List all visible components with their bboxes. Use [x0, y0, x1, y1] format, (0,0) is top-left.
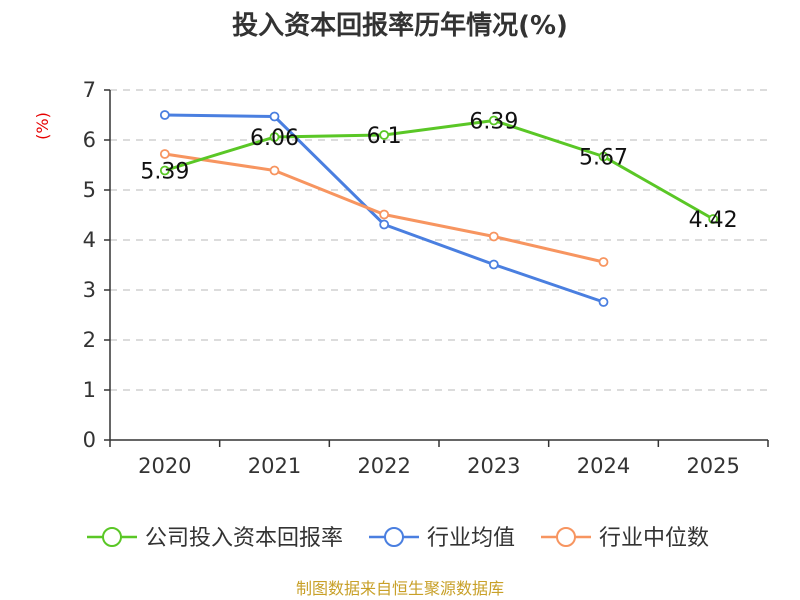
- data-point: [159, 149, 170, 159]
- y-tick-label: 2: [83, 328, 96, 352]
- y-axis-unit: (%): [33, 112, 52, 140]
- y-tick-label: 5: [83, 178, 96, 202]
- x-tick-label: 2024: [577, 454, 630, 478]
- x-tick-label: 2021: [248, 454, 301, 478]
- data-point: [488, 115, 499, 126]
- series-line: [164, 152, 604, 264]
- legend-label: 行业中位数: [599, 526, 709, 551]
- data-point: [269, 111, 280, 122]
- y-tick-label: 6: [83, 128, 96, 152]
- source-note: 制图数据来自恒生聚源数据库: [296, 579, 504, 598]
- data-point: [269, 165, 280, 176]
- data-point: [269, 132, 280, 142]
- data-label: 5.67: [579, 146, 628, 171]
- data-label: 5.39: [140, 160, 189, 185]
- legend-marker: [384, 527, 404, 547]
- legend[interactable]: 公司投入资本回报率 行业均值 行业中位数: [87, 526, 709, 551]
- grid-lines: [110, 89, 768, 391]
- data-point: [488, 231, 499, 242]
- y-tick-label: 0: [83, 428, 96, 452]
- data-point: [379, 130, 390, 140]
- series-line: [164, 119, 714, 221]
- legend-marker: [556, 527, 576, 547]
- data-point: [708, 214, 719, 224]
- y-tick-label: 1: [83, 378, 96, 402]
- x-tick-label: 2023: [467, 454, 520, 478]
- data-label: 6.39: [469, 110, 518, 135]
- legend-marker: [102, 527, 122, 547]
- legend-item[interactable]: 公司投入资本回报率: [87, 526, 343, 551]
- legend-item[interactable]: 行业均值: [369, 526, 515, 551]
- y-tick-label: 3: [83, 278, 96, 302]
- series-layer: [159, 110, 719, 307]
- data-point: [379, 209, 390, 220]
- legend-item[interactable]: 行业中位数: [541, 526, 709, 551]
- data-point: [159, 165, 170, 176]
- legend-label: 行业均值: [427, 526, 515, 551]
- data-point: [598, 297, 609, 307]
- data-point: [598, 257, 609, 267]
- data-labels: 5.39 6.06 6.1 6.39 5.67 4.42: [140, 110, 737, 234]
- chart-title: 投入资本回报率历年情况(%): [232, 10, 568, 41]
- data-label: 6.06: [250, 126, 299, 151]
- data-point: [379, 219, 390, 230]
- data-label: 4.42: [689, 208, 738, 233]
- data-point: [159, 110, 170, 120]
- x-tick-label: 2025: [686, 454, 739, 478]
- data-point: [488, 259, 499, 270]
- axes: 0 1 2 3 4 5 6 7 2020 2021 2022 2023 2024 2025: [83, 78, 769, 478]
- x-tick-label: 2020: [138, 454, 191, 478]
- x-tick-label: 2022: [357, 454, 410, 478]
- y-tick-label: 7: [83, 78, 96, 102]
- y-tick-label: 4: [83, 228, 96, 252]
- data-point: [598, 151, 609, 162]
- legend-label: 公司投入资本回报率: [145, 526, 343, 551]
- data-label: 6.1: [367, 124, 402, 149]
